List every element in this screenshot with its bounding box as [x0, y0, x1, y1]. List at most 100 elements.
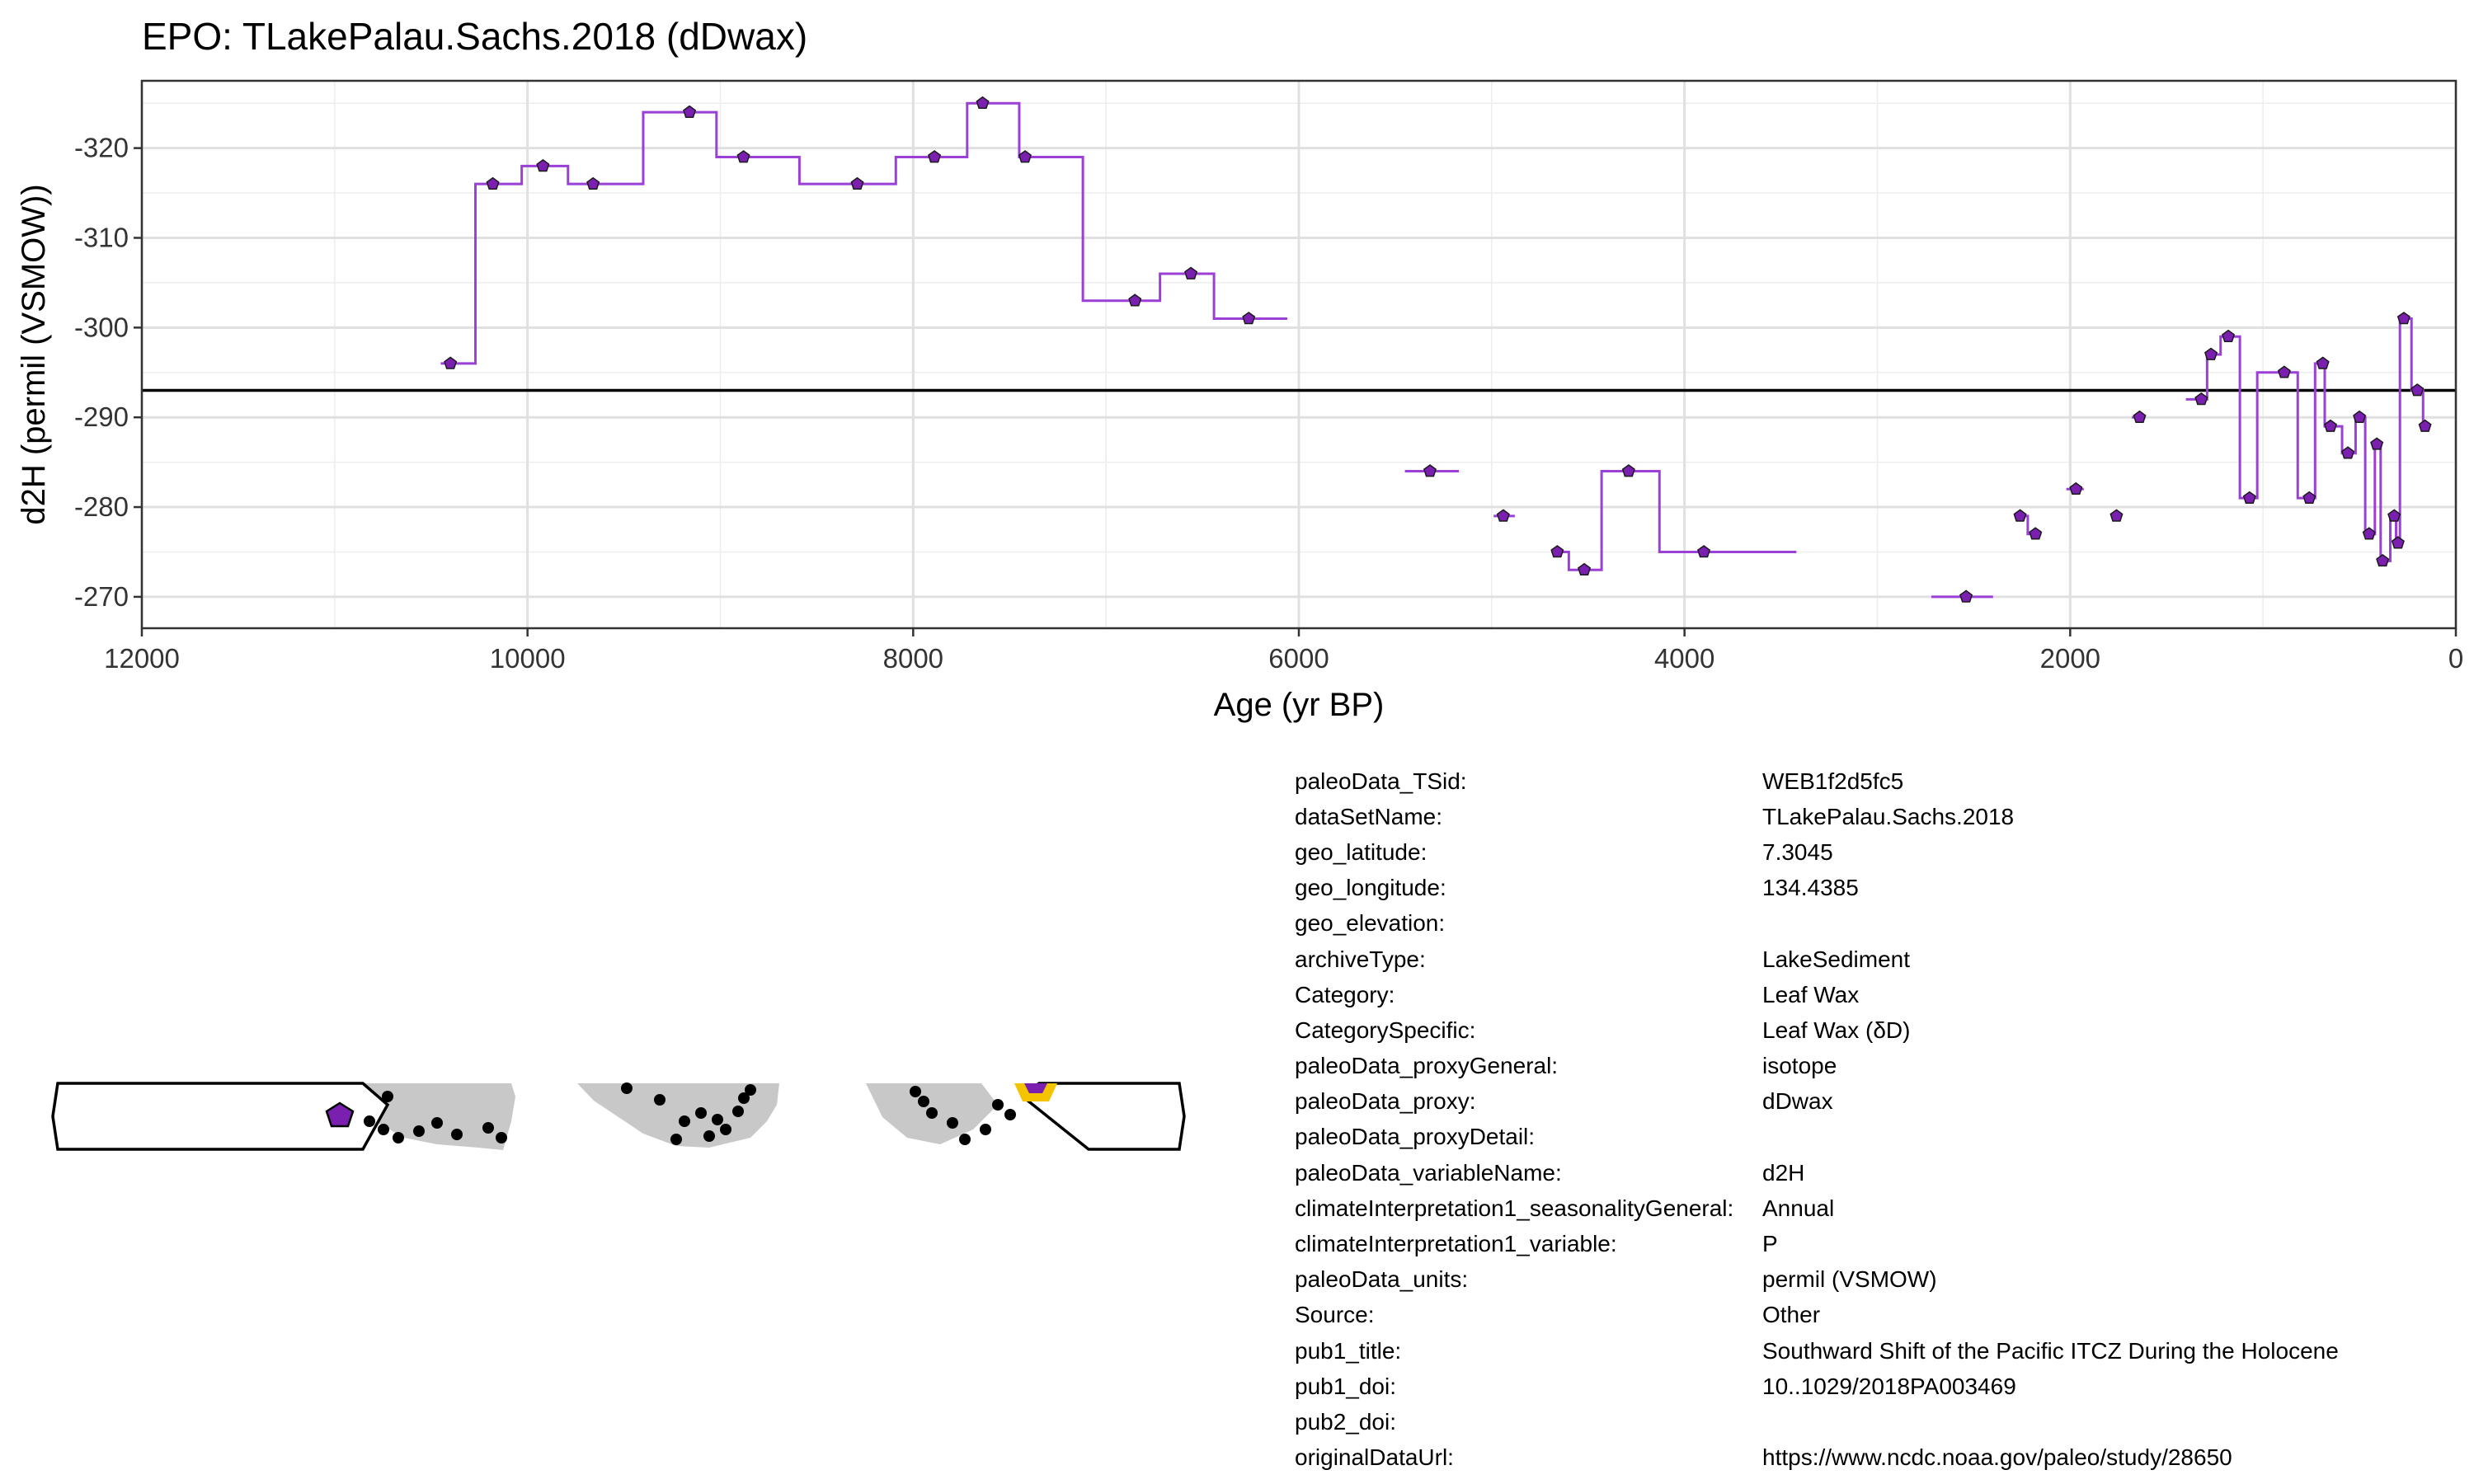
metadata-key: geo_elevation: [1295, 910, 1446, 937]
metadata-table: paleoData_TSid: WEB1f2d5fc5 dataSetName: TL… [1295, 763, 2449, 1476]
metadata-key: geo_latitude: [1295, 838, 1427, 865]
x-tick-label: 10000 [490, 643, 566, 674]
metadata-value: permil (VSMOW) [1762, 1266, 1937, 1293]
x-tick-label: 8000 [883, 643, 943, 674]
metadata-value: LakeSediment [1762, 946, 1911, 972]
data-point [2109, 509, 2124, 522]
data-point [1423, 464, 1437, 477]
data-point [2353, 410, 2367, 424]
metadata-key: CategorySpecific: [1295, 1017, 1476, 1043]
metadata-key: Source: [1295, 1302, 1375, 1328]
metadata-key: pub2_doi: [1295, 1408, 1397, 1435]
metadata-value: Annual [1762, 1195, 1835, 1221]
metadata-key: Category: [1295, 981, 1395, 1007]
y-tick-label: -280 [74, 491, 129, 522]
site-marker-west [325, 1101, 355, 1128]
data-point [1242, 312, 1256, 325]
x-tick-label: 6000 [1268, 643, 1329, 674]
metadata-value: 134.4385 [1762, 875, 1859, 901]
data-point [1018, 150, 1032, 163]
data-point [2222, 329, 2236, 343]
metadata-key: archiveType: [1295, 946, 1426, 972]
data-point [2029, 527, 2043, 540]
x-tick-label: 12000 [104, 643, 180, 674]
data-point [2418, 419, 2432, 432]
data-point [1128, 294, 1142, 307]
metadata-key: climateInterpretation1_seasonalityGenera… [1295, 1195, 1734, 1221]
data-point [2013, 509, 2027, 522]
metadata-value: P [1762, 1231, 1778, 1257]
data-point [536, 158, 550, 172]
data-point [683, 105, 697, 118]
chart-title: EPO: TLakePalau.Sachs.2018 (dDwax) [142, 15, 807, 58]
metadata-key: climateInterpretation1_variable: [1295, 1231, 1617, 1257]
data-point [2324, 419, 2337, 432]
metadata-row: Source: Other [1295, 1298, 2449, 1333]
data-point [2341, 446, 2355, 459]
metadata-row: paleoData_variableName: d2H [1295, 1155, 2449, 1190]
data-point [1184, 266, 1198, 279]
metadata-value: Southward Shift of the Pacific ITCZ Duri… [1762, 1337, 2339, 1364]
metadata-key: pub1_doi: [1295, 1373, 1397, 1399]
data-point [736, 150, 750, 163]
metadata-row: pub1_doi: 10..1029/2018PA003469 [1295, 1369, 2449, 1404]
data-point [486, 176, 500, 190]
metadata-key: paleoData_TSid: [1295, 768, 1467, 794]
x-tick-label: 0 [2448, 643, 2463, 674]
data-point [1621, 464, 1635, 477]
data-point [2376, 553, 2390, 567]
metadata-row: pub1_title: Southward Shift of the Pacifi… [1295, 1333, 2449, 1369]
data-point [2204, 347, 2218, 360]
y-tick-label: -270 [74, 581, 129, 612]
data-point [2396, 312, 2411, 325]
data-point [2242, 491, 2256, 504]
metadata-key: pub1_title: [1295, 1337, 1402, 1364]
metadata-value: isotope [1762, 1053, 1837, 1079]
metadata-row: paleoData_units: permil (VSMOW) [1295, 1262, 2449, 1298]
metadata-key: dataSetName: [1295, 803, 1442, 829]
metadata-value: dDwax [1762, 1088, 1833, 1115]
data-point [976, 96, 990, 110]
metadata-value: Leaf Wax (δD) [1762, 1017, 1911, 1043]
data-point [586, 176, 600, 190]
metadata-value: https://www.ncdc.noaa.gov/paleo/study/28… [1762, 1444, 2232, 1471]
y-axis: -320 -310 -300 -290 -280 -270 [74, 133, 142, 612]
metadata-key: originalDataUrl: [1295, 1444, 1454, 1471]
data-point [2277, 365, 2291, 378]
data-point [1697, 545, 1711, 558]
data-point [2069, 481, 2083, 495]
y-tick-label: -290 [74, 402, 129, 432]
metadata-key: geo_longitude: [1295, 875, 1446, 901]
metadata-row: climateInterpretation1_seasonalityGenera… [1295, 1190, 2449, 1226]
metadata-key: paleoData_variableName: [1295, 1159, 1562, 1186]
metadata-value: 7.3045 [1762, 838, 1833, 865]
data-markers [444, 96, 2432, 603]
data-point [2411, 383, 2425, 397]
metadata-row: archiveType: LakeSediment [1295, 942, 2449, 977]
metadata-row: Category: Leaf Wax [1295, 977, 2449, 1012]
y-tick-label: -320 [74, 133, 129, 163]
data-point [444, 356, 458, 369]
metadata-key: paleoData_proxyDetail: [1295, 1124, 1536, 1150]
metadata-value: TLakePalau.Sachs.2018 [1762, 803, 2015, 829]
data-point [2133, 410, 2147, 424]
y-tick-label: -310 [74, 222, 129, 252]
y-axis-label: d2H (permil (VSMOW)) [16, 184, 52, 524]
metadata-row: paleoData_proxyDetail: [1295, 1120, 2449, 1155]
metadata-value: Other [1762, 1302, 1821, 1328]
metadata-value: d2H [1762, 1159, 1805, 1186]
metadata-row: pub2_doi: [1295, 1404, 2449, 1439]
data-point [850, 176, 864, 190]
data-point [2302, 491, 2316, 504]
metadata-row: originalDataUrl: https://www.ncdc.noaa.go… [1295, 1440, 2449, 1476]
x-axis: 12000 10000 8000 6000 4000 2000 0 [104, 628, 2463, 674]
x-axis-label: Age (yr BP) [1214, 687, 1385, 723]
data-point [2316, 356, 2330, 369]
site-map [51, 1082, 1186, 1151]
y-tick-label: -300 [74, 312, 129, 342]
metadata-row: paleoData_TSid: WEB1f2d5fc5 [1295, 763, 2449, 799]
data-point [2194, 392, 2208, 406]
metadata-row: paleoData_proxyGeneral: isotope [1295, 1049, 2449, 1084]
metadata-row: CategorySpecific: Leaf Wax (δD) [1295, 1012, 2449, 1048]
metadata-row: geo_latitude: 7.3045 [1295, 834, 2449, 870]
